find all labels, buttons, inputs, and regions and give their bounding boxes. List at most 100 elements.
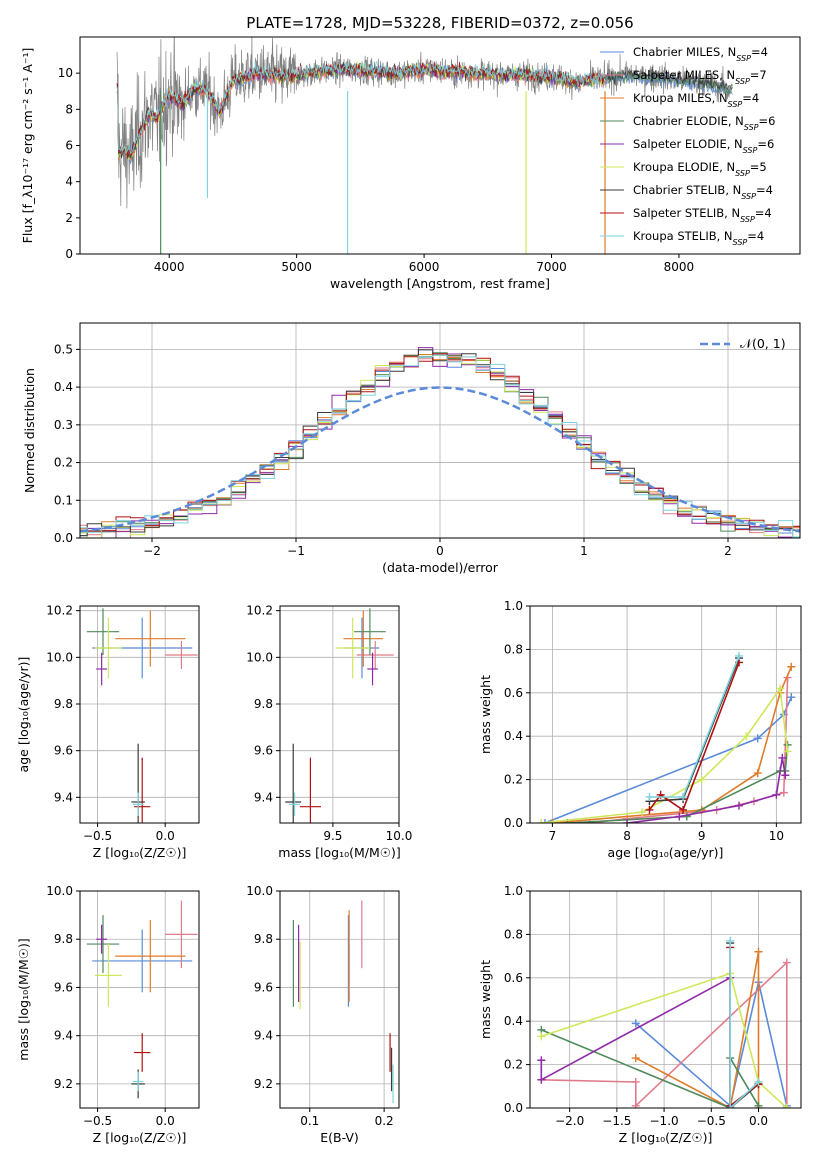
y-tick-label: 0.2 (504, 773, 523, 787)
x-tick-label: −1.5 (602, 1114, 631, 1128)
legend-entry: Chabrier ELODIE, NSSP=6 (633, 114, 775, 132)
plot-area (116, 37, 733, 254)
legend-entry-value: =6 (759, 114, 776, 128)
weight-point-marker (787, 693, 796, 702)
x-axis-label: Z [log₁₀(Z/Z☉)] (93, 1130, 187, 1145)
y-tick-label: 9.6 (54, 980, 73, 994)
y-tick-label: 0.4 (504, 1014, 523, 1028)
plot-area (86, 900, 198, 1099)
y-tick-label: 9.4 (54, 1029, 73, 1043)
x-axis-label: E(B-V) (320, 1130, 359, 1145)
weight-series-line (541, 972, 788, 1108)
model-spectrum-line (116, 60, 606, 161)
legend-entry-subscript: SSP (741, 192, 756, 201)
weight-point-marker (537, 819, 546, 823)
y-tick-label: 10.2 (46, 604, 73, 618)
y-tick-label: 6 (65, 139, 73, 153)
y-tick-label: 9.2 (54, 1077, 73, 1091)
weight-point-marker (675, 812, 684, 821)
weight-point-marker (772, 790, 781, 799)
axes-frame (79, 322, 801, 539)
y-tick-label: 9.4 (254, 790, 273, 804)
weight-series-line (627, 757, 787, 823)
axes-frame (79, 605, 200, 824)
panel-spectrum: 4000 5000 6000 7000 8000 0 2 4 6 8 10 wavelength [A… (20, 36, 801, 291)
x-tick-label: 0 (436, 544, 444, 558)
weight-point-marker (645, 792, 654, 801)
legend-entry: Chabrier MILES, NSSP=4 (633, 45, 768, 63)
y-tick-label: 1.0 (504, 599, 523, 613)
weight-point-marker (787, 662, 796, 671)
y-tick-label: 1.0 (504, 884, 523, 898)
y-tick-label: 9.8 (254, 697, 273, 711)
axes-frame (79, 36, 801, 255)
x-tick-label: 0.0 (749, 1114, 768, 1128)
weight-point-marker (631, 1101, 640, 1108)
x-tick-label: −1 (287, 544, 305, 558)
weight-point-marker (623, 819, 632, 823)
legend-entry-value: =4 (742, 91, 759, 105)
y-axis-label: mass weight (478, 960, 493, 1039)
x-tick-label: 7000 (536, 260, 567, 274)
axes-frame (529, 605, 802, 824)
legend-entry-value: =4 (756, 183, 773, 197)
weight-point-marker (631, 1054, 640, 1063)
x-tick-label: 4000 (154, 260, 185, 274)
x-tick-label: 1 (580, 544, 588, 558)
weight-point-marker (753, 734, 762, 743)
weight-point-marker (754, 1101, 763, 1108)
x-tick-label: −0.5 (697, 1114, 726, 1128)
weight-point-marker (742, 732, 751, 741)
legend-entry-subscript: SSP (740, 215, 755, 224)
legend-entry-value: =5 (750, 160, 767, 174)
legend-entry-subscript: SSP (744, 123, 759, 132)
y-axis-label: mass weight (478, 675, 493, 754)
weight-point-marker (548, 819, 557, 823)
legend-entry-value: =4 (755, 206, 772, 220)
x-axis-label: Z [log₁₀(Z/Z☉)] (619, 1130, 713, 1145)
plot-area (537, 651, 796, 823)
y-tick-label: 9.8 (254, 932, 273, 946)
y-tick-label: 9.6 (54, 744, 73, 758)
y-tick-label: 9.8 (54, 697, 73, 711)
panel-age_vs_mass: 9.5 10.0 9.4 9.6 9.8 10.0 10.2 mass [log₁₀(M/M☉… (246, 604, 412, 860)
weight-point-marker (726, 1104, 735, 1108)
y-tick-label: 0.0 (504, 1101, 523, 1115)
panel-mass_vs_ebv: 0.1 0.2 9.2 9.4 9.6 9.8 10.0 E(B-V) (246, 884, 400, 1145)
legend-entry-subscript: SSP (735, 77, 750, 86)
x-tick-label: 6000 (409, 260, 440, 274)
x-tick-label: −0.5 (83, 1114, 112, 1128)
x-tick-label: 5000 (281, 260, 312, 274)
legend-entry-subscript: SSP (735, 169, 750, 178)
legend-entry-name: Kroupa ELODIE, N (633, 160, 735, 174)
y-tick-label: 0.8 (504, 927, 523, 941)
weight-point-marker (537, 1056, 546, 1065)
y-tick-label: 10 (58, 66, 73, 80)
legend-entry: Kroupa STELIB, NSSP=4 (633, 229, 764, 247)
legend-entry: Kroupa ELODIE, NSSP=5 (633, 160, 767, 178)
legend-entry-subscript: SSP (728, 100, 743, 109)
weight-series-line (635, 951, 760, 1108)
y-tick-label: 9.4 (54, 790, 73, 804)
histogram-series-line (80, 347, 800, 538)
model-spectrum-line (116, 60, 606, 154)
plot-area (537, 936, 791, 1108)
legend-entry-value: =4 (747, 229, 764, 243)
weight-point-marker (783, 747, 792, 756)
legend-entry-name: Salpeter ELODIE, N (633, 137, 743, 151)
weight-point-marker (782, 958, 791, 967)
x-tick-label: −0.5 (83, 829, 112, 843)
y-tick-label: 10.2 (246, 604, 273, 618)
x-axis-label: mass [log₁₀(M/M☉)] (278, 845, 400, 860)
legend-entry-name: Kroupa MILES, N (633, 91, 728, 105)
y-tick-label: 10.0 (46, 884, 73, 898)
legend-entry-subscript: SSP (733, 238, 748, 247)
y-tick-label: 0.8 (504, 642, 523, 656)
y-axis-label: Flux [f_λ10⁻¹⁷ erg cm⁻² s⁻¹ A⁻¹] (20, 48, 35, 244)
weight-point-marker (697, 775, 706, 784)
weight-point-marker (637, 808, 646, 817)
weight-point-marker (537, 1032, 546, 1041)
weight-point-marker (778, 753, 787, 762)
